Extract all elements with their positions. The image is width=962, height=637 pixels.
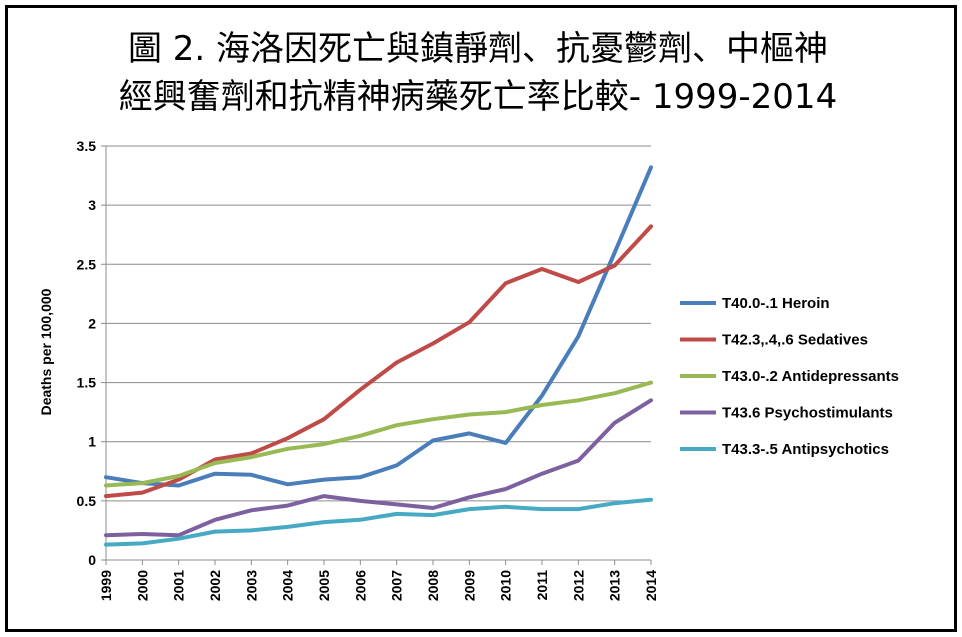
y-tick-label: 1	[88, 434, 96, 450]
x-tick-label: 2006	[352, 570, 368, 601]
x-tick-label: 2000	[134, 570, 150, 601]
x-tick-labels: 1999 2000 2001 2002 2003 2004 2005 2006 2007 2008…	[98, 570, 659, 601]
y-tick-label: 2	[88, 315, 96, 331]
x-tick-label: 2003	[243, 570, 259, 601]
x-tick-label: 2001	[171, 570, 187, 601]
gridlines	[106, 145, 651, 502]
x-tick-label: 1999	[98, 570, 114, 601]
y-tick-label: 2.5	[77, 256, 97, 272]
legend-label: T43.0-.2 Antidepressants	[722, 368, 899, 385]
axes	[101, 145, 652, 565]
x-tick-label: 2011	[534, 570, 550, 601]
series-line	[104, 224, 653, 499]
y-tick-label: 3.5	[77, 138, 97, 154]
x-tick-label: 2009	[461, 570, 477, 601]
y-axis-label: Deaths per 100,000	[38, 288, 54, 415]
x-tick-label: 2012	[570, 570, 586, 601]
x-tick-label: 2014	[643, 570, 659, 601]
x-tick-label: 2007	[389, 570, 405, 601]
legend-label: T43.3-.5 Antipsychotics	[722, 441, 889, 458]
legend-label: T40.0-.1 Heroin	[722, 295, 830, 312]
series-line	[104, 380, 653, 488]
legend: T40.0-.1 Heroin T42.3,.4,.6 Sedatives T43.…	[680, 295, 899, 458]
x-tick-label: 2008	[425, 570, 441, 601]
series-line	[104, 398, 653, 538]
series-line	[104, 165, 653, 488]
x-tick-label: 2004	[280, 570, 296, 601]
x-tick-label: 2002	[207, 570, 223, 601]
series-line	[104, 497, 653, 547]
y-tick-labels: 0 0.5 1 1.5 2 2.5 3 3.5	[77, 138, 97, 568]
chart-title-line-1: 圖 2. 海洛因死亡與鎮靜劑、抗憂鬱劑、中樞神	[128, 29, 828, 69]
y-tick-label: 0	[88, 552, 96, 568]
x-tick-label: 2005	[316, 570, 332, 601]
legend-label: T43.6 Psychostimulants	[722, 405, 893, 422]
series-lines	[104, 165, 653, 547]
y-tick-label: 0.5	[77, 493, 97, 509]
y-tick-label: 1.5	[77, 375, 97, 391]
chart-title-line-2: 經興奮劑和抗精神病藥死亡率比較- 1999-2014	[119, 77, 837, 117]
legend-label: T42.3,.4,.6 Sedatives	[722, 332, 868, 349]
chart-frame	[5, 5, 957, 632]
x-tick-label: 2010	[498, 570, 514, 601]
y-tick-label: 3	[88, 197, 96, 213]
x-tick-label: 2013	[607, 570, 623, 601]
